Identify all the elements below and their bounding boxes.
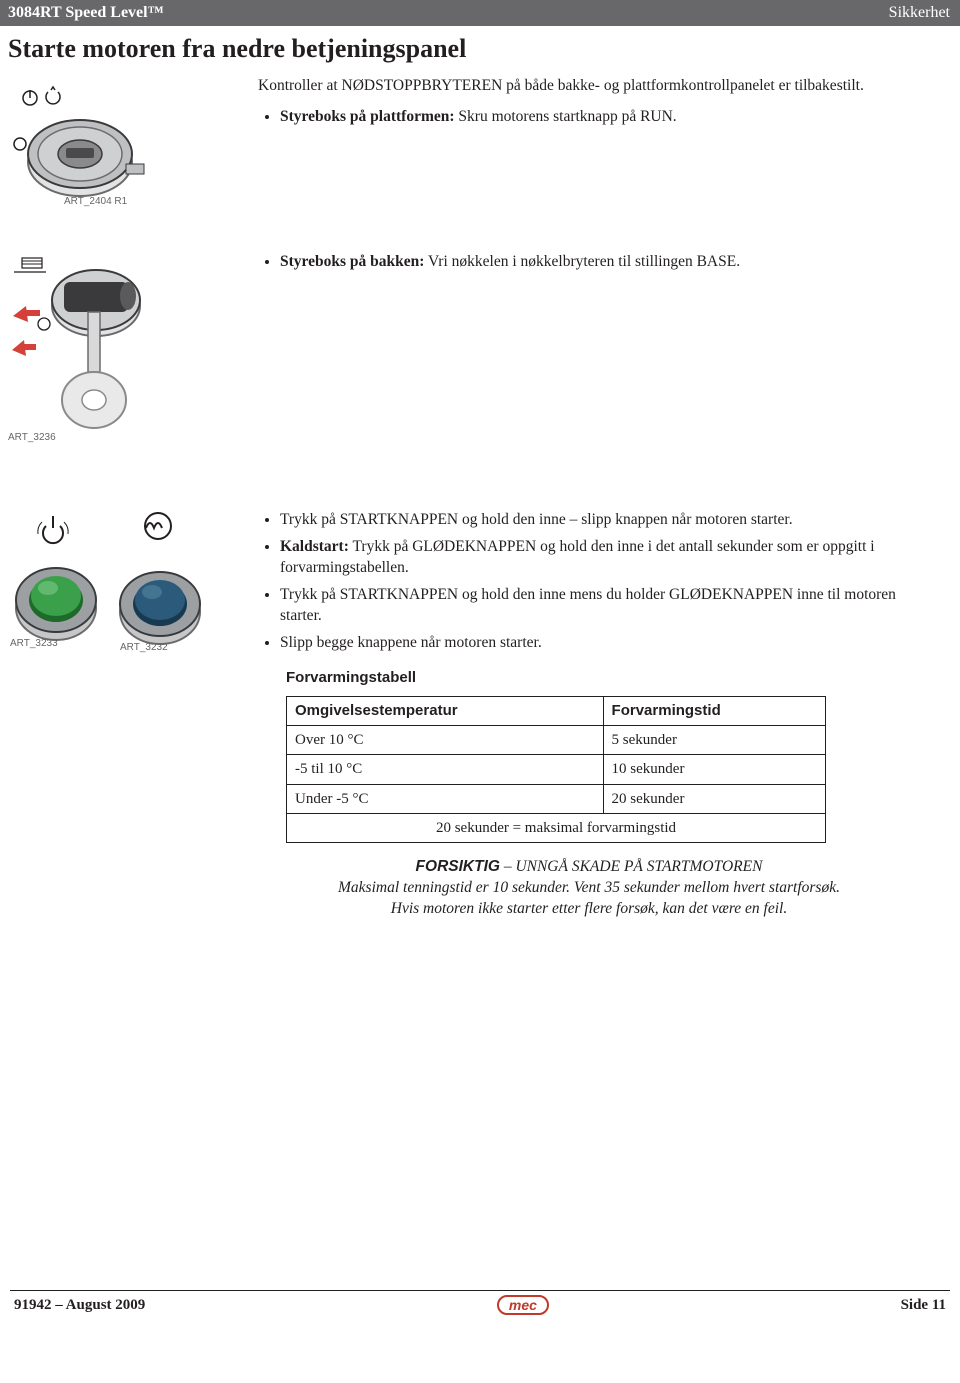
table-row: Under -5 °C 20 sekunder	[287, 784, 826, 813]
art-label-3232: ART_3232	[120, 642, 168, 653]
figure-key-switch-run	[8, 84, 158, 214]
row3-bullet-2: Kaldstart: Trykk på GLØDEKNAPPEN og hold…	[280, 537, 920, 579]
preheat-table-title: Forvarmingstabell	[286, 668, 920, 688]
caution-line-2: Maksimal tenningstid er 10 sekunder. Ven…	[338, 879, 840, 896]
cell-merged: 20 sekunder = maksimal forvarmingstid	[287, 813, 826, 842]
preheat-col2-header: Forvarmingstid	[603, 696, 825, 725]
row1-bullet1-prefix: Styreboks på plattformen:	[280, 108, 455, 125]
row2-bullet1-text: Vri nøkkelen i nøkkelbryteren til stilli…	[424, 253, 740, 270]
caution-line-3: Hvis motoren ikke starter etter flere fo…	[391, 900, 787, 917]
row1-bullet1-text: Skru motorens startknapp på RUN.	[455, 108, 677, 125]
row2-bullet-1: Styreboks på bakken: Vri nøkkelen i nøkk…	[280, 252, 740, 273]
preheat-col1-header: Omgivelsestemperatur	[287, 696, 604, 725]
art-label-3233: ART_3233	[10, 638, 58, 649]
header-left: 3084RT Speed Level™	[8, 4, 164, 22]
cell: 5 sekunder	[603, 726, 825, 755]
row3-bullet-3: Trykk på STARTKNAPPEN og hold den inne m…	[280, 585, 920, 627]
row1-intro: Kontroller at NØDSTOPPBRYTEREN på både b…	[258, 76, 864, 97]
row3-bullet-1: Trykk på STARTKNAPPEN og hold den inne –…	[280, 510, 920, 531]
footer-right: Side 11	[901, 1297, 946, 1314]
figure-start-glow-buttons	[8, 508, 228, 658]
row3-bullet2-text: Trykk på GLØDEKNAPPEN og hold den inne i…	[280, 538, 875, 576]
table-row: -5 til 10 °C 10 sekunder	[287, 755, 826, 784]
row3-bullet-4: Slipp begge knappene når motoren starter…	[280, 633, 920, 654]
row1-bullet-1: Styreboks på plattformen: Skru motorens …	[280, 107, 864, 128]
cell: 10 sekunder	[603, 755, 825, 784]
cell: Under -5 °C	[287, 784, 604, 813]
table-row-merged: 20 sekunder = maksimal forvarmingstid	[287, 813, 826, 842]
caution-word: FORSIKTIG	[416, 858, 500, 875]
table-row: Over 10 °C 5 sekunder	[287, 726, 826, 755]
row-2: ART_3236 Styreboks på bakken: Vri nøkkel…	[0, 242, 960, 460]
caution-block: FORSIKTIG – UNNGÅ SKADE PÅ STARTMOTOREN …	[286, 857, 892, 920]
preheat-table: Omgivelsestemperatur Forvarmingstid Over…	[286, 696, 826, 843]
row-3: ART_3233 ART_3232 Trykk på STARTKNAPPEN …	[0, 500, 960, 920]
row3-bullet2-prefix: Kaldstart:	[280, 538, 349, 555]
section-title: Starte motoren fra nedre betjeningspanel	[8, 34, 960, 64]
header-right: Sikkerhet	[889, 4, 950, 22]
art-label-3236: ART_3236	[8, 432, 56, 443]
art-label-2404: ART_2404 R1	[64, 196, 127, 207]
figure-key-switch-base	[8, 250, 168, 440]
header-bar: 3084RT Speed Level™ Sikkerhet	[0, 0, 960, 26]
cell: 20 sekunder	[603, 784, 825, 813]
row2-bullet1-prefix: Styreboks på bakken:	[280, 253, 424, 270]
footer-left: 91942 – August 2009	[14, 1297, 145, 1314]
row-1: ART_2404 R1 Kontroller at NØDSTOPPBRYTER…	[0, 76, 960, 214]
mec-logo: mec	[497, 1295, 549, 1315]
footer: 91942 – August 2009 mec Side 11	[0, 1291, 960, 1325]
cell: -5 til 10 °C	[287, 755, 604, 784]
caution-head: – UNNGÅ SKADE PÅ STARTMOTOREN	[500, 858, 763, 875]
cell: Over 10 °C	[287, 726, 604, 755]
